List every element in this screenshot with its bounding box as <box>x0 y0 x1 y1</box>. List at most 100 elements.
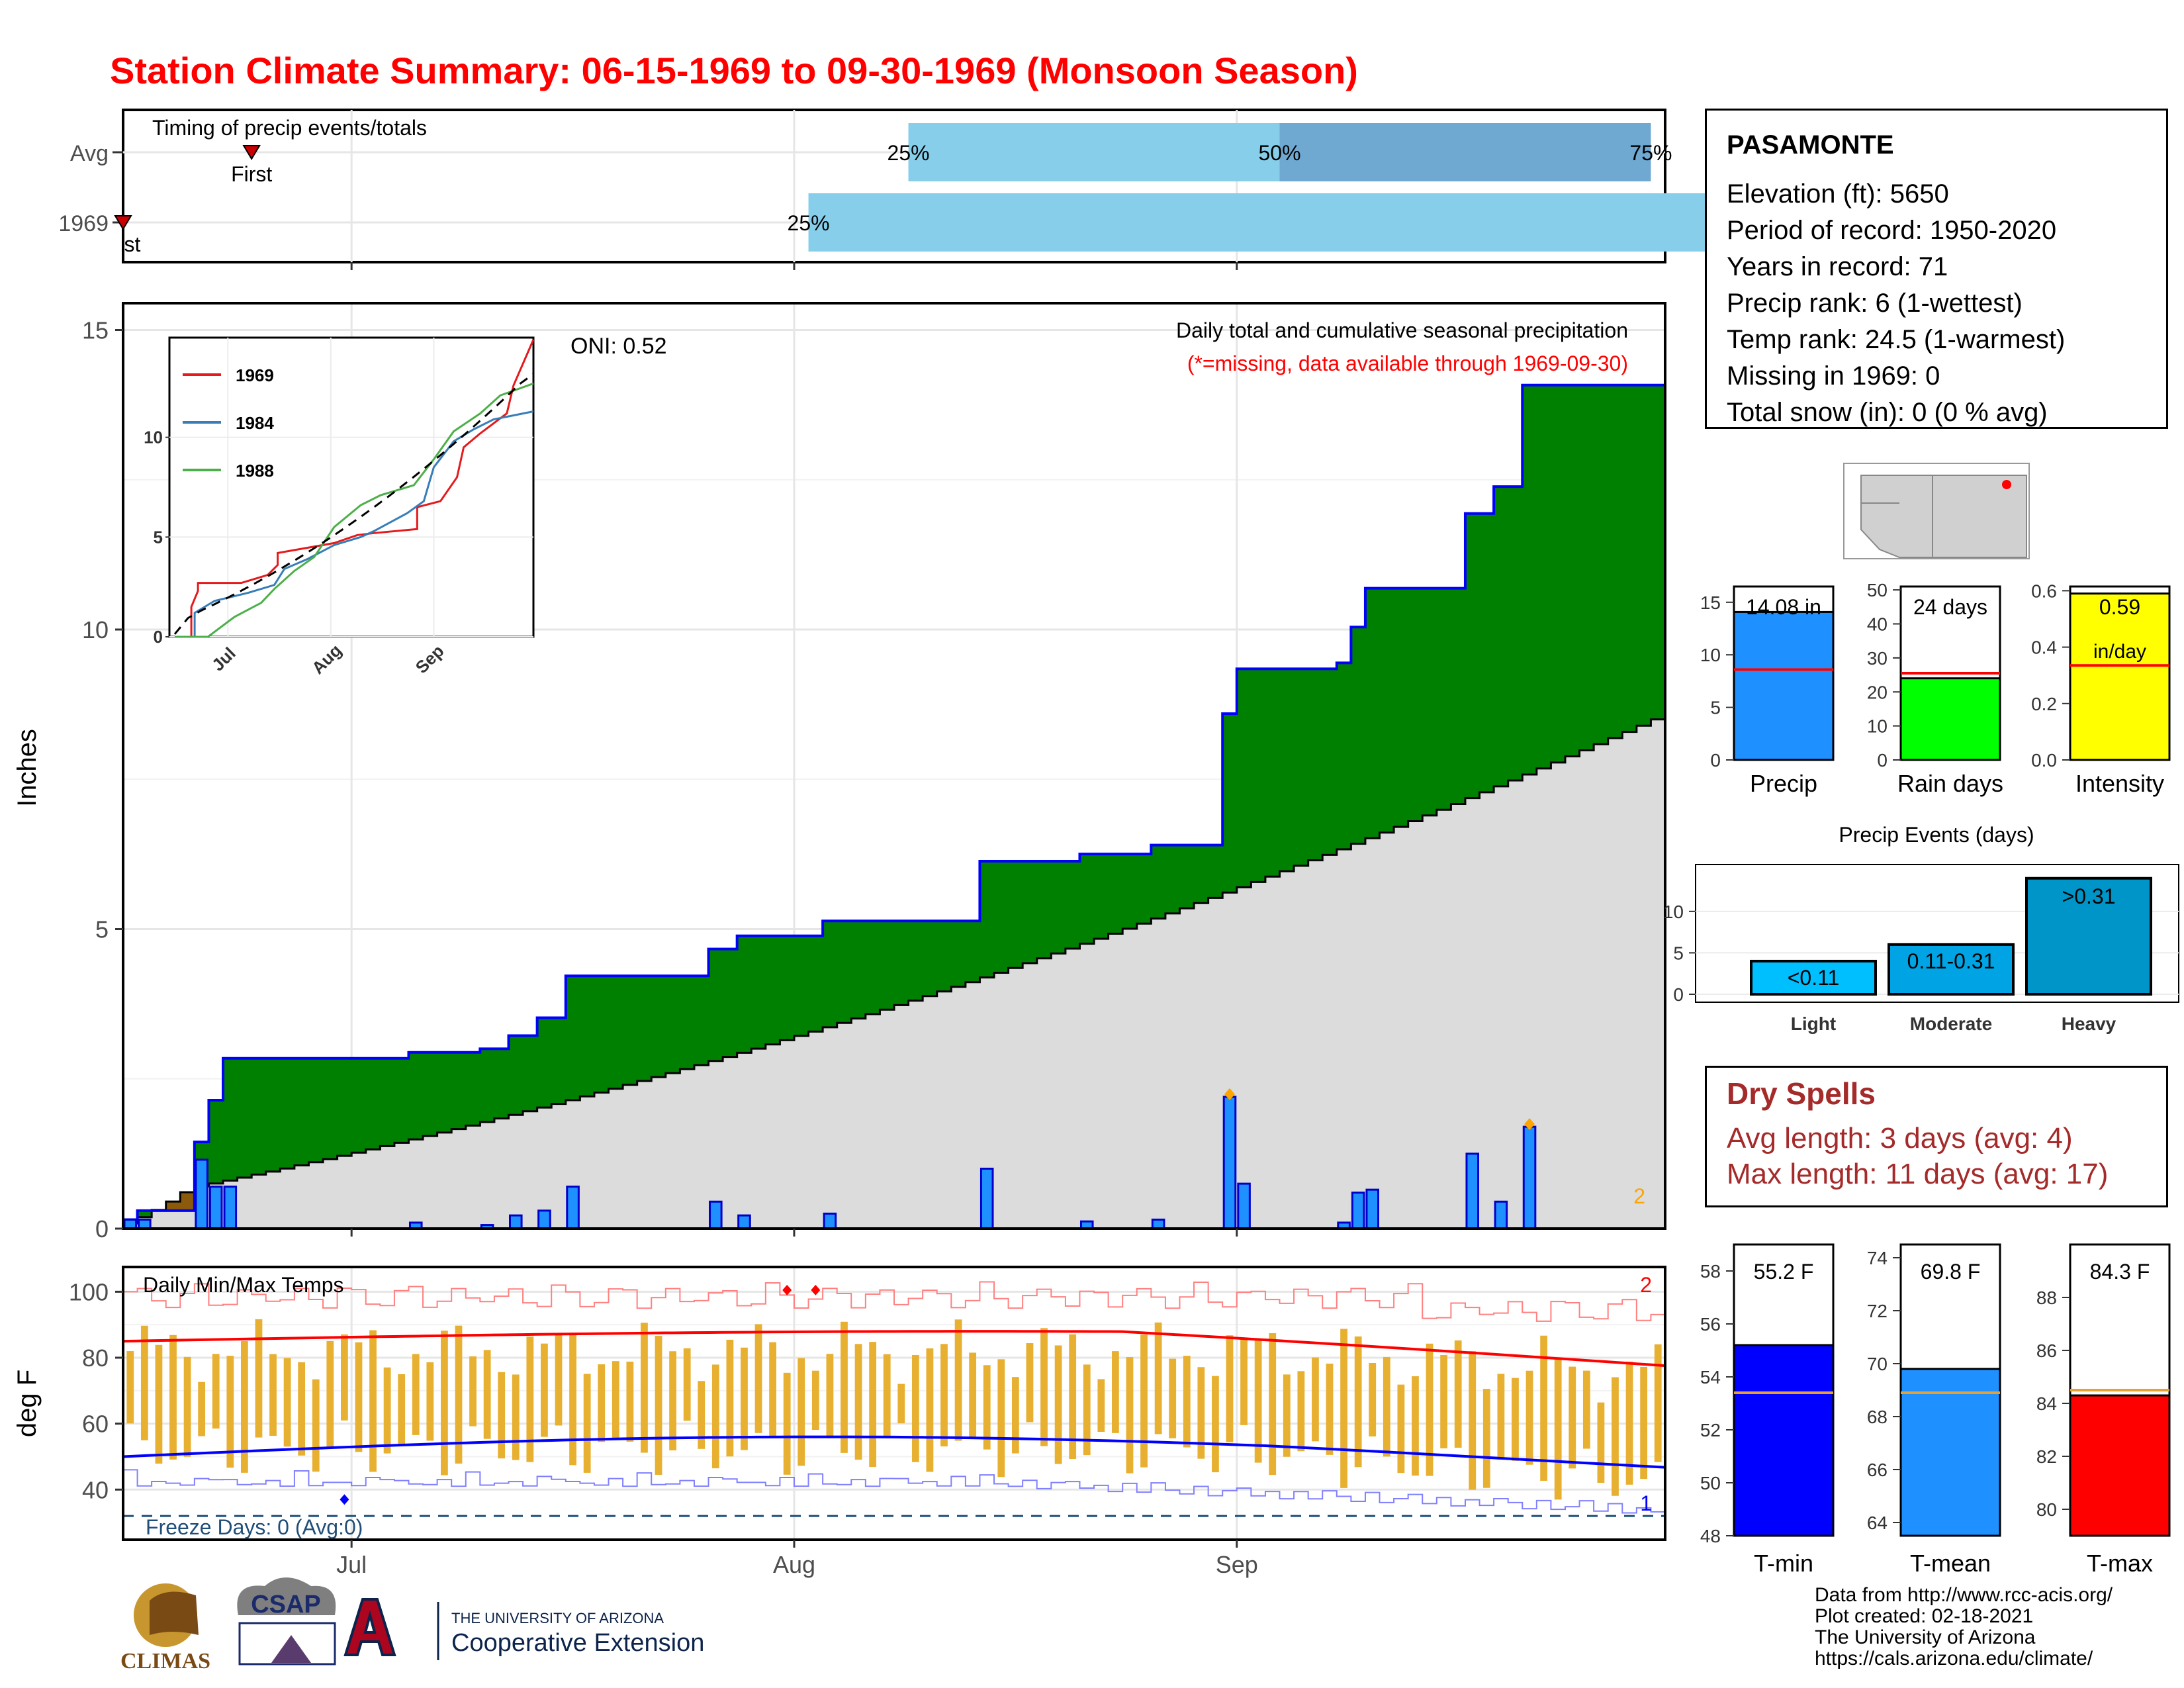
avg-fill <box>1479 792 1494 1229</box>
temp-y-tick: 58 <box>1700 1261 1721 1282</box>
avg-fill <box>1651 719 1666 1229</box>
dry-spells-title: Dry Spells <box>1727 1076 1876 1111</box>
daily-temp-bar <box>1497 1374 1505 1460</box>
temp-panel-frame <box>122 1266 1666 1541</box>
inset-frame <box>168 336 535 638</box>
temp-y-tick: 54 <box>1700 1367 1721 1387</box>
avg-fill <box>1565 756 1580 1229</box>
daily-temp-bar <box>1440 1354 1447 1448</box>
avg-fill <box>1094 939 1109 1229</box>
summary-bar-label: Rain days <box>1897 770 2003 797</box>
avg-fill <box>708 1060 723 1229</box>
avg-fill <box>1265 876 1280 1229</box>
avg-fill <box>465 1125 480 1229</box>
inset-legend-label: 1969 <box>236 365 274 385</box>
surplus-fill <box>823 921 838 1027</box>
avg-fill <box>965 982 980 1229</box>
surplus-fill <box>1322 669 1338 855</box>
surplus-fill <box>1565 385 1580 757</box>
avg-fill <box>523 1111 538 1229</box>
timing-q75: 75% <box>1629 141 1672 165</box>
avg-fill <box>1294 865 1309 1229</box>
avg-fill <box>1008 968 1023 1229</box>
avg-max-line <box>122 1330 1666 1368</box>
daily-temp-bar <box>1412 1376 1419 1476</box>
avg-fill <box>1622 731 1637 1229</box>
surplus-fill <box>837 921 852 1023</box>
timing-q50-q75 <box>1279 123 1651 181</box>
surplus-fill <box>1051 861 1066 954</box>
surplus-fill <box>594 976 610 1093</box>
credit-line: Data from http://www.rcc-acis.org/ <box>1815 1584 2113 1606</box>
daily-precip-bar <box>1237 1182 1251 1230</box>
surplus-fill <box>923 921 938 996</box>
daily-precip-bar <box>223 1186 238 1230</box>
summary-y-tick: 20 <box>1867 682 1888 702</box>
surplus-fill <box>780 935 795 1041</box>
daily-temp-bar <box>841 1321 848 1453</box>
avg-fill <box>351 1152 367 1229</box>
inset-y-tick: 10 <box>144 428 163 447</box>
daily-temp-bar <box>1126 1357 1134 1474</box>
surplus-fill <box>865 921 880 1014</box>
daily-temp-bar <box>1112 1351 1119 1433</box>
avg-fill <box>180 1210 195 1229</box>
surplus-fill <box>1622 385 1637 732</box>
surplus-fill <box>1165 845 1180 914</box>
surplus-fill <box>1065 861 1080 949</box>
daily-temp-bar <box>183 1356 191 1457</box>
avg-fill <box>1122 928 1138 1229</box>
avg-fill <box>1351 843 1366 1229</box>
surplus-fill <box>1379 588 1394 833</box>
timing-q25-q50 <box>808 193 1780 252</box>
avg-fill <box>451 1129 467 1229</box>
avg-fill <box>1551 762 1566 1229</box>
surplus-fill <box>951 921 966 987</box>
avg-fill <box>251 1174 267 1229</box>
cumulative-line <box>122 383 1665 1229</box>
daily-temp-bar <box>1169 1358 1177 1438</box>
avg-fill <box>765 1044 780 1229</box>
surplus-fill <box>423 1052 438 1137</box>
dry-max-length: Max length: 11 days (avg: 17) <box>1727 1158 2109 1190</box>
temp-y-tick: 48 <box>1700 1526 1721 1546</box>
y-tick-label: 10 <box>82 616 109 643</box>
page-title: Station Climate Summary: 06-15-1969 to 0… <box>110 50 1358 91</box>
avg-fill <box>951 986 966 1229</box>
temp-high-count: 2 <box>1640 1273 1652 1297</box>
summary-bar <box>2069 592 2171 761</box>
avg-fill <box>823 1027 838 1229</box>
avg-fill <box>308 1162 324 1229</box>
daily-temp-bar <box>240 1340 248 1473</box>
surplus-fill <box>965 921 980 982</box>
daily-temp-bar <box>583 1374 591 1473</box>
avg-fill <box>694 1064 709 1229</box>
daily-temp-bar <box>1140 1335 1148 1468</box>
daily-temp-bar <box>897 1383 905 1424</box>
summary-bars: 14.08 in 0 5 10 15 Precip 24 days 0 10 20 30 40 50 Ra… <box>1700 580 2171 797</box>
avg-fill <box>1179 908 1195 1229</box>
avg-fill <box>680 1069 695 1229</box>
daily-temp-bar <box>326 1340 334 1448</box>
daily-temp-bar <box>926 1348 934 1472</box>
surplus-fill <box>623 976 638 1085</box>
daily-temp-bar <box>226 1356 234 1468</box>
daily-temp-bar <box>1582 1370 1590 1449</box>
surplus-fill <box>936 921 952 992</box>
daily-temp-bar <box>1226 1335 1234 1442</box>
avg-fill <box>1422 815 1437 1229</box>
daily-temp-bar <box>1083 1364 1091 1456</box>
surplus-fill <box>1194 845 1209 904</box>
daily-temp-bar <box>383 1367 391 1454</box>
daily-temp-bar <box>426 1362 434 1441</box>
climas-logo-shape <box>150 1591 199 1635</box>
record-high-line <box>123 1281 1665 1322</box>
surplus-fill <box>437 1052 452 1133</box>
surplus-fill <box>894 921 909 1006</box>
surplus-fill <box>1236 669 1251 888</box>
surplus-fill <box>1636 385 1651 726</box>
daily-temp-bar <box>883 1354 891 1438</box>
surplus-fill <box>1536 385 1551 769</box>
